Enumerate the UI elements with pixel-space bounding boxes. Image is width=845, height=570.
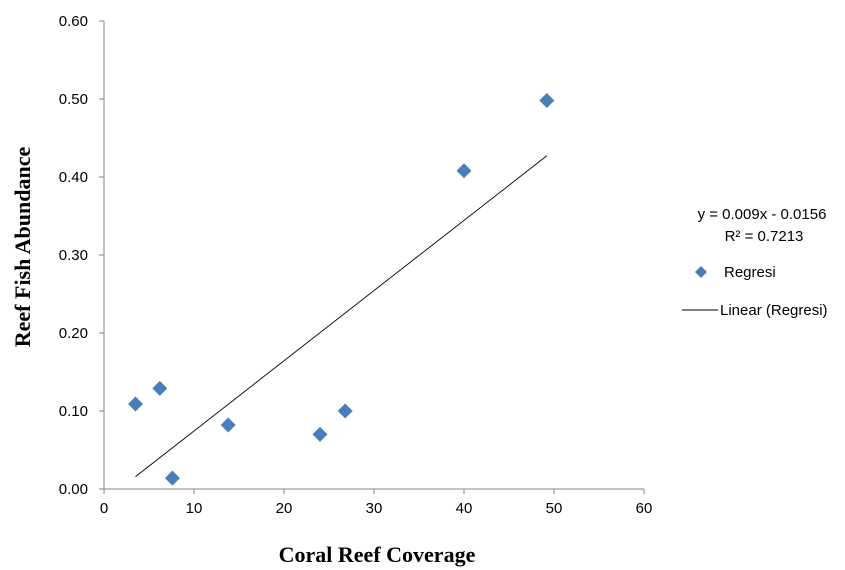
y-tick-label: 0.20 — [59, 325, 88, 342]
x-tick-label: 50 — [546, 500, 563, 517]
x-tick-label: 30 — [366, 500, 383, 517]
data-point — [220, 417, 236, 433]
legend-label-linear: Linear (Regresi) — [720, 302, 828, 319]
y-tick-label: 0.40 — [59, 169, 88, 186]
legend-label-regresi: Regresi — [724, 264, 776, 281]
y-tick-label: 0.50 — [59, 91, 88, 108]
axes — [103, 21, 644, 490]
y-axis-ticks: 0.00 0.10 0.20 0.30 0.40 0.50 0.60 — [59, 13, 104, 498]
legend: y = 0.009x - 0.0156 R² = 0.7213 Regresi … — [682, 206, 828, 319]
data-point — [164, 470, 180, 486]
data-point — [337, 403, 353, 419]
x-tick-label: 0 — [100, 500, 108, 517]
y-tick-label: 0.30 — [59, 247, 88, 264]
legend-marker-regresi — [695, 266, 707, 278]
y-tick-label: 0.10 — [59, 403, 88, 420]
x-tick-label: 40 — [456, 500, 473, 517]
r-squared-label: R² = 0.7213 — [725, 228, 804, 245]
data-point — [312, 426, 328, 442]
data-point — [152, 380, 168, 396]
x-axis-title: Coral Reef Coverage — [279, 542, 476, 567]
x-tick-label: 10 — [186, 500, 203, 517]
y-tick-label: 0.60 — [59, 13, 88, 30]
data-point — [539, 93, 555, 109]
data-point — [128, 396, 143, 412]
x-tick-label: 20 — [276, 500, 293, 517]
y-axis-title: Reef Fish Abundance — [10, 147, 35, 348]
data-point — [456, 163, 472, 179]
trendline-equation: y = 0.009x - 0.0156 — [698, 206, 827, 223]
trendline — [135, 155, 548, 477]
x-tick-label: 60 — [636, 500, 653, 517]
data-points — [128, 93, 555, 486]
x-axis-ticks: 0 10 20 30 40 50 60 — [100, 489, 653, 517]
y-tick-label: 0.00 — [59, 481, 88, 498]
